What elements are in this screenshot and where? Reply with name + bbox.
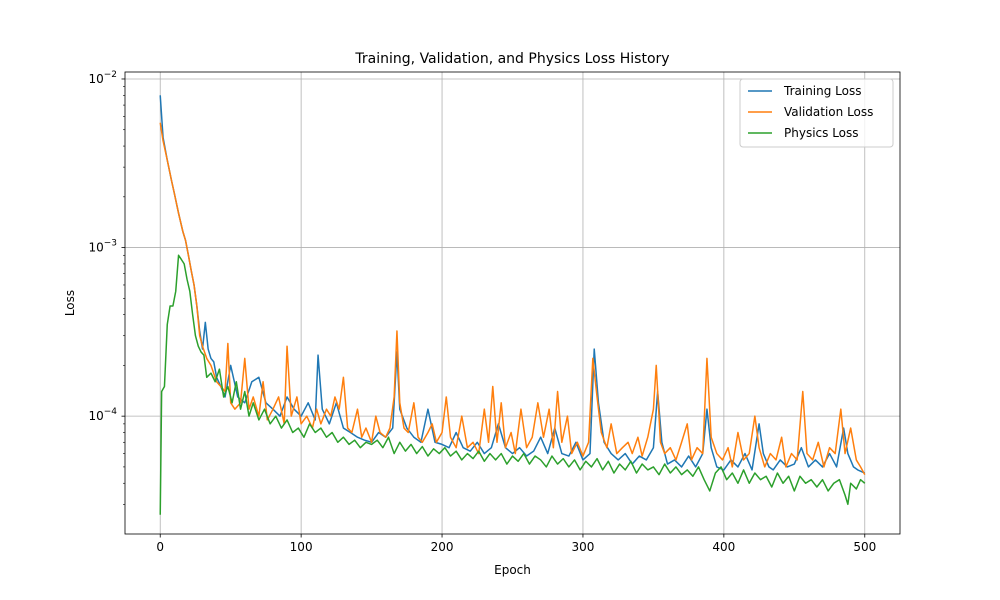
physics-loss-line xyxy=(159,254,866,515)
legend-label-physics-loss: Physics Loss xyxy=(784,126,859,140)
y-tick-label: 10−4 xyxy=(88,407,117,423)
plot-frame xyxy=(124,71,901,535)
x-tick-label: 400 xyxy=(712,540,735,554)
y-axis-label: Loss xyxy=(63,290,77,316)
legend: Training Loss Validation Loss Physics Loss xyxy=(739,78,894,148)
x-tick-label: 200 xyxy=(431,540,454,554)
y-tick-label: 10−3 xyxy=(88,239,117,255)
y-tick-label-exponent: −2 xyxy=(104,70,117,80)
y-tick-label: 10−2 xyxy=(88,70,117,86)
legend-label-validation-loss: Validation Loss xyxy=(784,105,873,119)
y-axis: 10−410−310−2 xyxy=(88,70,125,505)
x-axis: 0 100 200 300 400 500 xyxy=(156,534,876,554)
x-tick-label: 100 xyxy=(290,540,313,554)
x-axis-label: Epoch xyxy=(494,563,531,577)
x-tick-label: 300 xyxy=(572,540,595,554)
y-tick-label-base: 10 xyxy=(88,409,103,423)
y-tick-label-exponent: −4 xyxy=(104,407,118,417)
y-tick-label-base: 10 xyxy=(88,72,103,86)
series-layer xyxy=(159,95,866,515)
y-tick-label-base: 10 xyxy=(88,241,103,255)
legend-box xyxy=(739,78,894,148)
chart-title: Training, Validation, and Physics Loss H… xyxy=(354,51,669,67)
x-tick-label: 500 xyxy=(853,540,876,554)
x-tick-label: 0 xyxy=(156,540,164,554)
legend-label-training-loss: Training Loss xyxy=(783,84,861,98)
validation-loss-line xyxy=(159,122,866,475)
y-tick-label-exponent: −3 xyxy=(104,239,117,249)
